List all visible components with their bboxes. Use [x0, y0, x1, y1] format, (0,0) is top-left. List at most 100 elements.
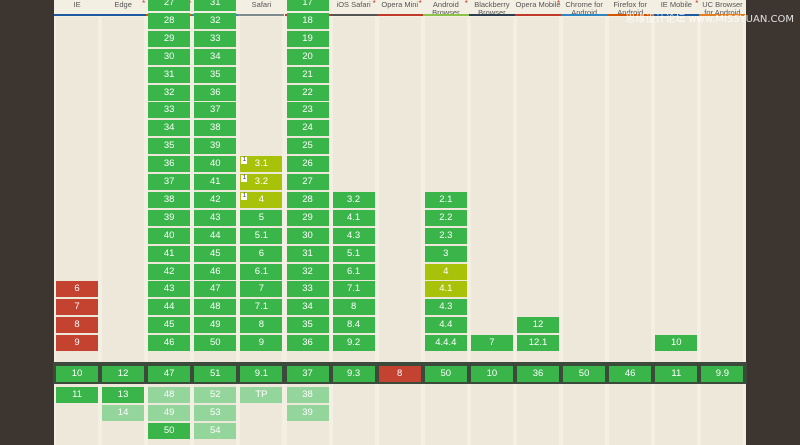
version-cell[interactable]: 44 [148, 299, 191, 316]
version-cell[interactable]: 30 [148, 48, 191, 65]
current-version-cell[interactable]: 51 [194, 366, 237, 382]
version-cell[interactable]: 32 [148, 84, 191, 101]
current-version-cell[interactable]: 9.3 [332, 366, 375, 382]
version-cell[interactable]: 49 [194, 317, 237, 334]
version-cell[interactable]: 4 [424, 263, 467, 280]
version-cell[interactable]: 50 [148, 422, 191, 439]
version-cell[interactable]: 3.2 [332, 191, 375, 208]
version-cell[interactable]: 8 [332, 299, 375, 316]
version-cell[interactable]: 3.1 1 [240, 156, 283, 173]
browser-header-opera-mobile[interactable]: Opera Mobile * [515, 0, 562, 16]
version-cell[interactable]: 34 [148, 120, 191, 137]
version-cell[interactable]: 49 [148, 404, 191, 421]
version-cell[interactable]: 45 [194, 245, 237, 262]
version-cell[interactable]: 8 [56, 317, 98, 334]
version-cell[interactable]: 4.1 [424, 281, 467, 298]
version-cell[interactable]: 47 [194, 281, 237, 298]
version-cell[interactable]: 35 [194, 66, 237, 83]
version-cell[interactable]: 43 [194, 209, 237, 226]
version-cell[interactable]: 41 [194, 174, 237, 190]
version-cell[interactable]: 37 [194, 102, 237, 119]
version-cell[interactable]: 6.1 [332, 263, 375, 280]
version-cell[interactable]: 48 [194, 299, 237, 316]
version-cell[interactable]: TP [240, 387, 283, 403]
version-cell[interactable]: 36 [286, 335, 329, 352]
browser-header-ios-safari[interactable]: iOS Safari * [330, 0, 377, 16]
current-version-cell[interactable]: 11 [655, 366, 698, 382]
version-cell[interactable]: 19 [286, 30, 329, 47]
version-cell[interactable]: 7 [240, 281, 283, 298]
version-cell[interactable]: 36 [148, 156, 191, 173]
version-cell[interactable]: 30 [286, 227, 329, 244]
browser-header-android-browser[interactable]: Android Browser * [422, 0, 469, 16]
version-cell[interactable]: 39 [286, 404, 329, 421]
version-cell[interactable]: 5.1 [240, 227, 283, 244]
version-cell[interactable]: 33 [286, 281, 329, 298]
version-cell[interactable]: 28 [148, 12, 191, 29]
version-cell[interactable]: 36 [194, 84, 237, 101]
version-cell[interactable]: 33 [194, 30, 237, 47]
version-cell[interactable]: 4.3 [332, 227, 375, 244]
browser-header-chrome-for-android[interactable]: Chrome for Android [561, 0, 608, 16]
browser-header-firefox-for-android[interactable]: Firefox for Android [607, 0, 654, 16]
version-cell[interactable]: 41 [148, 245, 191, 262]
current-version-cell[interactable]: 36 [517, 366, 559, 382]
version-cell[interactable]: 31 [148, 66, 191, 83]
browser-header-uc-browser-for-android[interactable]: UC Browser for Android [699, 0, 746, 16]
current-version-cell[interactable]: 10 [56, 366, 98, 382]
version-cell[interactable]: 4.3 [424, 299, 467, 316]
browser-header-edge[interactable]: Edge * [100, 0, 147, 16]
current-version-cell[interactable]: 37 [286, 366, 329, 382]
version-cell[interactable]: 9 [56, 335, 98, 352]
version-cell[interactable]: 42 [148, 263, 191, 280]
version-cell[interactable]: 38 [194, 120, 237, 137]
browser-header-ie[interactable]: IE [54, 0, 101, 16]
version-cell[interactable]: 39 [148, 209, 191, 226]
version-cell[interactable]: 8.4 [332, 317, 375, 334]
version-cell[interactable]: 13 [102, 387, 145, 403]
current-version-cell[interactable]: 46 [609, 366, 652, 382]
version-cell[interactable]: 2.3 [424, 227, 467, 244]
version-cell[interactable]: 4.4.4 [424, 335, 467, 352]
version-cell[interactable]: 43 [148, 281, 191, 298]
version-cell[interactable]: 46 [194, 263, 237, 280]
version-cell[interactable]: 21 [286, 66, 329, 83]
version-cell[interactable]: 26 [286, 156, 329, 173]
version-cell[interactable]: 5 [240, 209, 283, 226]
version-cell[interactable]: 37 [148, 174, 191, 190]
current-version-cell[interactable]: 9.9 [701, 366, 744, 382]
version-cell[interactable]: 18 [286, 12, 329, 29]
version-cell[interactable]: 23 [286, 102, 329, 119]
version-cell[interactable]: 8 [240, 317, 283, 334]
version-cell[interactable]: 10 [655, 335, 698, 352]
version-cell[interactable]: 52 [194, 387, 237, 403]
version-cell[interactable]: 38 [286, 387, 329, 403]
current-version-cell[interactable]: 9.1 [240, 366, 283, 382]
version-cell[interactable]: 45 [148, 317, 191, 334]
version-cell[interactable]: 11 [56, 387, 98, 403]
version-cell[interactable]: 34 [194, 48, 237, 65]
version-cell[interactable]: 42 [194, 191, 237, 208]
version-cell[interactable]: 12.1 [517, 335, 559, 352]
version-cell[interactable]: 35 [148, 138, 191, 155]
version-cell[interactable]: 24 [286, 120, 329, 137]
version-cell[interactable]: 4.4 [424, 317, 467, 334]
version-cell[interactable]: 4.1 [332, 209, 375, 226]
version-cell[interactable]: 27 [148, 0, 191, 11]
version-cell[interactable]: 28 [286, 191, 329, 208]
version-cell[interactable]: 40 [194, 156, 237, 173]
version-cell[interactable]: 29 [148, 30, 191, 47]
current-version-cell[interactable]: 8 [378, 366, 421, 382]
version-cell[interactable]: 48 [148, 387, 191, 403]
version-cell[interactable]: 46 [148, 335, 191, 352]
version-cell[interactable]: 32 [194, 12, 237, 29]
version-cell[interactable]: 6 [56, 281, 98, 298]
version-cell[interactable]: 9 [240, 335, 283, 352]
version-cell[interactable]: 50 [194, 335, 237, 352]
version-cell[interactable]: 9.2 [332, 335, 375, 352]
version-cell[interactable]: 7 [470, 335, 513, 352]
version-cell[interactable]: 53 [194, 404, 237, 421]
version-cell[interactable]: 3.2 1 [240, 174, 283, 190]
version-cell[interactable]: 34 [286, 299, 329, 316]
